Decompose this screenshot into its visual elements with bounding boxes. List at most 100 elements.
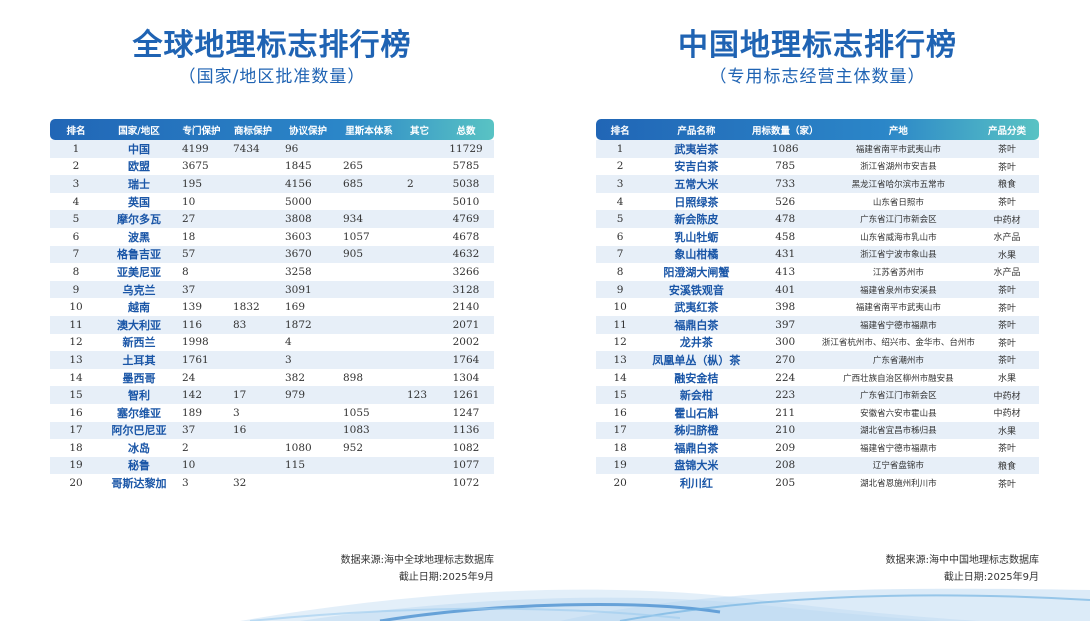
global-cell: 18 xyxy=(182,230,196,243)
global-cell xyxy=(401,193,438,211)
china-cell: 431 xyxy=(775,248,796,261)
global-cell: 3128 xyxy=(452,283,480,296)
china-cell: 广东省潮州市 xyxy=(872,355,924,366)
global-cell: 2140 xyxy=(452,301,480,314)
china-cell: 安溪铁观音 xyxy=(668,283,724,297)
table-row: 13 凤凰单丛（枞）茶 270 广东省潮州市 茶叶 xyxy=(596,351,1039,369)
global-cell: 265 xyxy=(343,160,364,173)
global-cell: 哥斯达黎加 xyxy=(111,477,167,491)
global-cell: 24 xyxy=(182,371,196,384)
table-row: 14 墨西哥 24 382 898 1304 xyxy=(50,368,494,387)
china-cell: 盘锦大米 xyxy=(674,459,719,473)
china-cell: 16 xyxy=(613,406,627,419)
global-cell xyxy=(227,439,279,457)
china-cell: 785 xyxy=(775,160,796,173)
global-cell: 新西兰 xyxy=(122,336,156,350)
global-cell: 96 xyxy=(285,142,299,155)
table-row: 1 武夷岩茶 1086 福建省南平市武夷山市 茶叶 xyxy=(596,140,1039,158)
table-row: 5 新会陈皮 478 广东省江门市新会区 中药材 xyxy=(596,210,1039,228)
global-cell: 4 xyxy=(72,195,80,208)
china-cell: 茶叶 xyxy=(997,479,1016,490)
china-cell: 山东省日照市 xyxy=(872,197,924,208)
global-cell: 瑞士 xyxy=(128,177,150,191)
global-cell xyxy=(337,386,401,404)
global-cell xyxy=(401,210,438,228)
table-row: 10 越南 139 1832 169 2140 xyxy=(50,298,494,316)
table-row: 12 龙井茶 300 浙江省杭州市、绍兴市、金华市、台州市 茶叶 xyxy=(596,333,1039,352)
table-row: 17 秭归脐橙 210 湖北省宜昌市秭归县 水果 xyxy=(596,421,1039,440)
china-cell: 211 xyxy=(775,406,796,419)
china-cell: 397 xyxy=(775,318,796,331)
global-cell: 7 xyxy=(72,248,80,261)
global-cell: 中国 xyxy=(128,142,150,156)
china-cell: 208 xyxy=(775,459,796,472)
global-cell: 195 xyxy=(182,177,203,190)
table-row: 15 新会柑 223 广东省江门市新会区 中药材 xyxy=(596,386,1039,404)
china-cell: 15 xyxy=(613,389,627,402)
china-cell: 20 xyxy=(613,477,627,490)
global-cell xyxy=(227,334,279,352)
china-table-header: 排名 产品名称 用标数量（家） 产地 产品分类 xyxy=(596,119,1039,140)
global-cell: 5010 xyxy=(452,195,480,208)
china-cell: 中药材 xyxy=(993,215,1021,226)
china-cell: 10 xyxy=(613,301,627,314)
global-col-header: 国家/地区 xyxy=(118,125,160,137)
global-cell: 3266 xyxy=(452,265,480,278)
china-cell: 水果 xyxy=(997,426,1016,437)
global-cell: 1761 xyxy=(182,353,209,366)
china-cell: 茶叶 xyxy=(997,444,1016,455)
global-source-text: 数据来源:海中全球地理标志数据库 xyxy=(340,555,494,566)
china-cell: 辽宁省盘锦市 xyxy=(872,461,924,472)
china-cell: 安吉白茶 xyxy=(674,160,719,174)
china-cell: 广东省江门市新会区 xyxy=(860,215,937,226)
china-cell: 14 xyxy=(613,371,627,384)
table-row: 15 智利 142 17 979 123 1261 xyxy=(50,386,494,404)
global-cell: 27 xyxy=(182,213,196,226)
table-row: 3 瑞士 195 4156 685 2 5038 xyxy=(50,175,494,193)
china-cell: 茶叶 xyxy=(997,286,1016,297)
global-cell: 11729 xyxy=(449,142,483,155)
global-cell: 10 xyxy=(182,459,196,472)
global-cell: 5000 xyxy=(285,195,312,208)
global-cell: 3 xyxy=(285,353,292,366)
global-cell xyxy=(227,246,279,264)
global-cell: 1055 xyxy=(343,406,370,419)
china-cell: 526 xyxy=(775,195,796,208)
china-cell: 茶叶 xyxy=(997,198,1016,209)
china-cell: 3 xyxy=(616,177,624,190)
global-cell: 3603 xyxy=(285,230,312,243)
china-cell: 6 xyxy=(616,230,624,243)
china-cell: 水产品 xyxy=(993,233,1021,244)
global-cell: 952 xyxy=(343,441,364,454)
global-cell xyxy=(401,298,438,316)
global-cell xyxy=(337,334,401,352)
table-row: 20 哥斯达黎加 3 32 1072 xyxy=(50,474,494,492)
table-row: 2 欧盟 3675 1845 265 5785 xyxy=(50,157,494,176)
global-cell xyxy=(279,404,337,422)
global-cell: 4 xyxy=(285,336,292,349)
global-cell: 波黑 xyxy=(128,230,150,244)
china-table-body: 1 武夷岩茶 1086 福建省南平市武夷山市 茶叶 2 安吉白茶 785 浙江省湖州市安吉县 茶叶… xyxy=(596,140,1039,492)
table-row: 19 盘锦大米 208 辽宁省盘锦市 粮食 xyxy=(596,456,1039,475)
table-row: 5 摩尔多瓦 27 3808 934 4769 xyxy=(50,210,494,228)
global-cell: 2002 xyxy=(452,336,480,349)
global-cell: 189 xyxy=(182,406,203,419)
global-cell: 3 xyxy=(72,177,80,190)
table-row: 9 乌克兰 37 3091 3128 xyxy=(50,280,494,299)
global-cell: 32 xyxy=(233,477,247,490)
global-cell: 12 xyxy=(69,336,83,349)
china-source: 数据来源:海中中国地理标志数据库 截止日期:2025年9月 xyxy=(886,552,1039,586)
global-cell xyxy=(337,316,401,334)
global-cell: 979 xyxy=(285,389,306,402)
global-col-header: 排名 xyxy=(66,125,86,137)
global-cell xyxy=(227,351,279,369)
global-cell xyxy=(401,439,438,457)
global-cell: 382 xyxy=(285,371,306,384)
china-cell: 401 xyxy=(775,283,796,296)
global-cell: 1261 xyxy=(452,389,480,402)
china-cell: 福建省宁德市福鼎市 xyxy=(860,320,937,331)
china-subtitle: （专用标志经营主体数量） xyxy=(709,67,926,87)
global-cell xyxy=(401,334,438,352)
table-row: 7 象山柑橘 431 浙江省宁波市象山县 水果 xyxy=(596,245,1039,264)
global-cell xyxy=(279,422,337,440)
